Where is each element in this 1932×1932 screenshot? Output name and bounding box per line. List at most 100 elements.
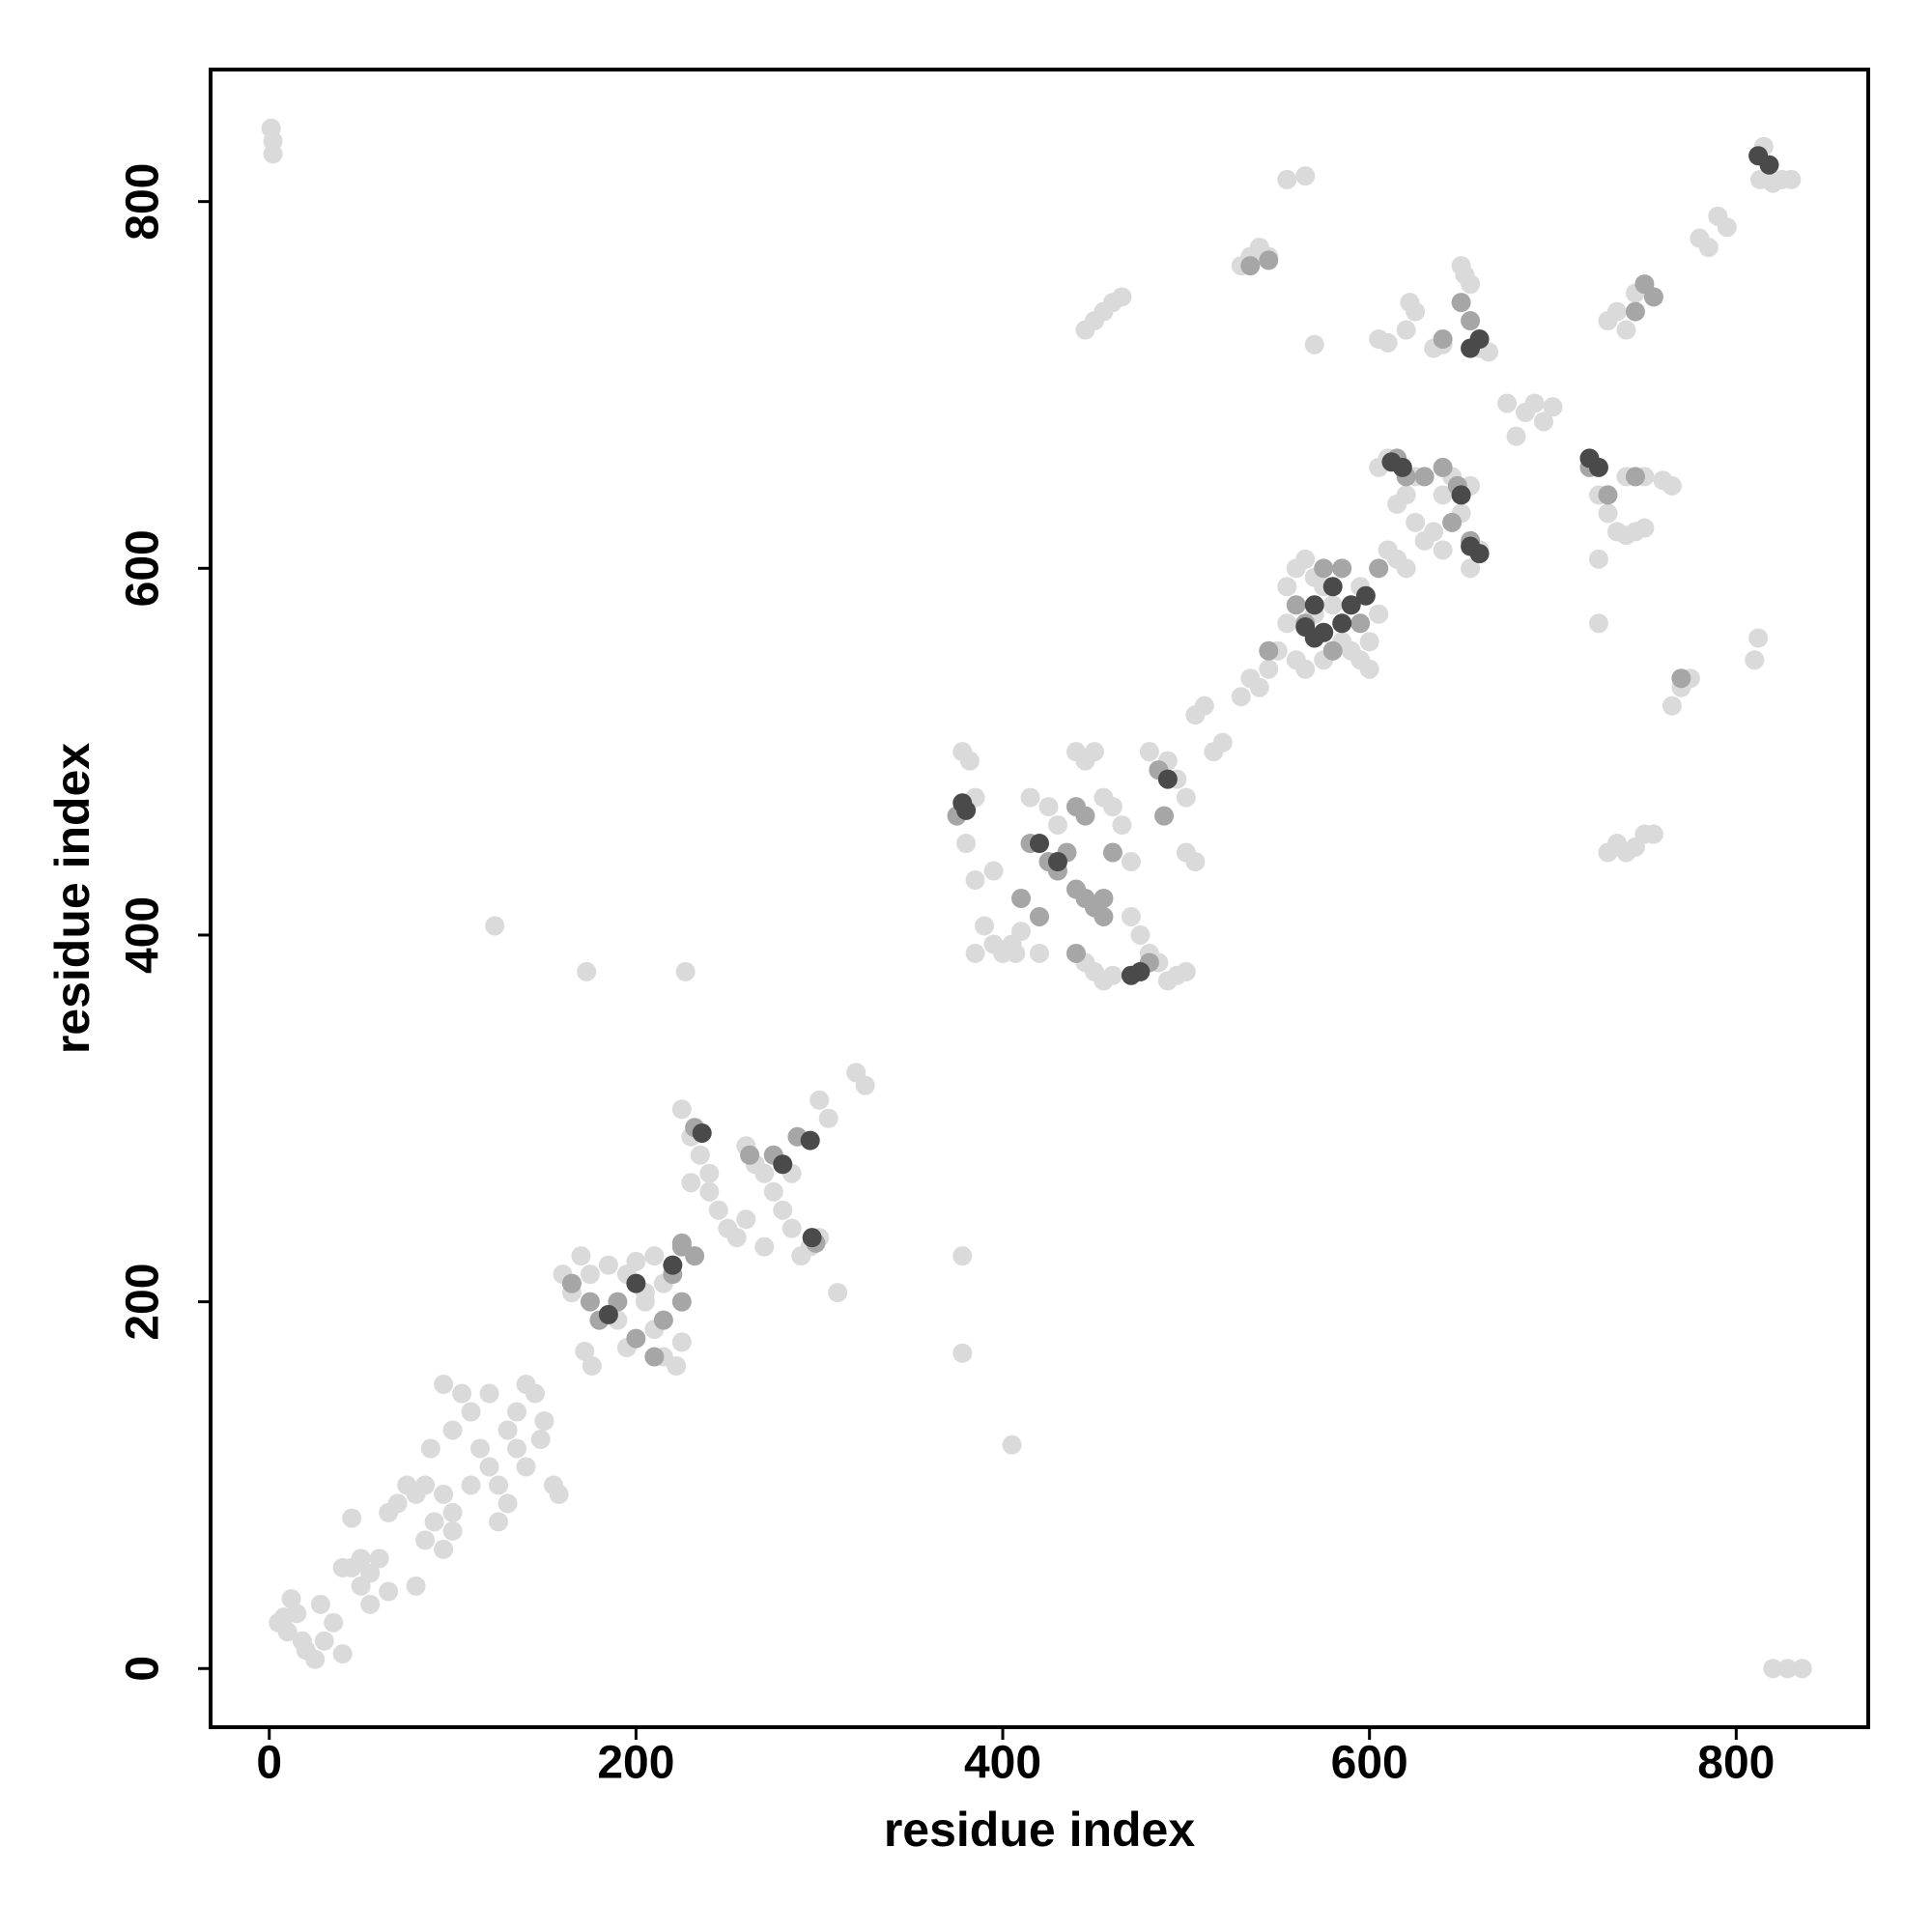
point (959, 751, 980, 771)
point (415, 1530, 436, 1550)
point (855, 1075, 875, 1095)
point (1185, 852, 1206, 872)
point (461, 1475, 481, 1495)
point (818, 1108, 838, 1128)
point (626, 1273, 646, 1293)
point (1102, 842, 1122, 863)
point (516, 1457, 536, 1477)
point (644, 1246, 665, 1266)
point (956, 834, 977, 854)
point (975, 916, 995, 936)
point (369, 1548, 389, 1569)
point (1006, 943, 1026, 963)
point (1322, 577, 1343, 597)
point (754, 1163, 775, 1183)
point (1157, 769, 1178, 789)
point (1094, 889, 1114, 908)
point (1277, 169, 1297, 189)
point (332, 1557, 353, 1577)
point (1020, 787, 1040, 808)
point (1748, 628, 1769, 648)
point (1671, 668, 1691, 689)
point (1616, 320, 1636, 340)
point (263, 144, 283, 164)
point (1075, 806, 1095, 826)
point (461, 1402, 481, 1422)
point (434, 1539, 454, 1559)
point (1369, 558, 1389, 579)
point (626, 1328, 646, 1349)
point (324, 1612, 344, 1633)
point (1461, 558, 1481, 579)
point (1075, 320, 1095, 340)
point (434, 1375, 454, 1395)
point (952, 1246, 973, 1266)
point (708, 1200, 728, 1220)
point (1139, 742, 1159, 762)
x-axis-label: residue index (884, 1803, 1196, 1857)
point (690, 1145, 710, 1165)
point (681, 1173, 701, 1193)
point (1414, 467, 1435, 487)
point (580, 1292, 600, 1312)
point (671, 1099, 692, 1120)
point (1322, 595, 1343, 615)
point (1396, 558, 1416, 579)
point (1378, 332, 1398, 353)
point (1497, 393, 1518, 413)
point (1176, 961, 1196, 981)
y-tick-label: 400 (118, 896, 169, 974)
point (485, 916, 505, 936)
point (1606, 301, 1627, 322)
point (699, 1163, 720, 1183)
point (281, 1589, 301, 1609)
point (497, 1420, 518, 1440)
point (1121, 906, 1141, 926)
point (653, 1310, 673, 1330)
point (1304, 334, 1324, 355)
point (598, 1255, 618, 1275)
point (1304, 628, 1324, 648)
point (1304, 595, 1324, 615)
x-tick-label: 400 (964, 1738, 1041, 1789)
point (442, 1520, 463, 1541)
point (736, 1209, 756, 1230)
point (497, 1493, 518, 1514)
point (1534, 412, 1554, 432)
point (1030, 906, 1049, 926)
point (1359, 632, 1379, 652)
point (1011, 922, 1032, 942)
point (626, 1251, 646, 1271)
point (667, 1356, 687, 1377)
point (507, 1438, 527, 1459)
point (479, 1383, 499, 1404)
point (424, 1512, 444, 1532)
point (802, 1228, 822, 1248)
point (1396, 320, 1416, 340)
point (699, 1181, 720, 1202)
point (1030, 943, 1049, 963)
point (1717, 217, 1737, 238)
point (781, 1218, 802, 1238)
point (1469, 544, 1490, 564)
point (1011, 889, 1032, 908)
point (479, 1457, 499, 1477)
point (828, 1283, 848, 1303)
point (1634, 518, 1655, 538)
point (452, 1383, 472, 1404)
point (1130, 924, 1151, 945)
point (1625, 301, 1645, 322)
point (671, 1332, 692, 1352)
point (387, 1493, 408, 1514)
point (773, 1200, 793, 1220)
point (1231, 687, 1251, 707)
point (1763, 1659, 1783, 1679)
point (1332, 558, 1352, 579)
y-tick-label: 800 (118, 163, 169, 241)
point (1588, 457, 1608, 477)
point (314, 1631, 334, 1651)
point (1792, 1659, 1812, 1679)
point (1314, 558, 1334, 579)
point (754, 1236, 775, 1257)
